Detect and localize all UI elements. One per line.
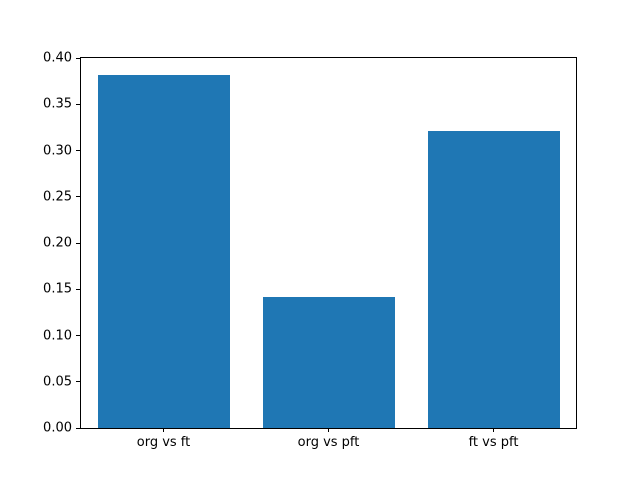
y-tick-mark — [76, 196, 80, 198]
y-tick-label: 0.30 — [43, 143, 72, 158]
y-tick-label: 0.25 — [43, 189, 72, 205]
y-tick-label: 0.35 — [43, 96, 72, 112]
plot-area — [80, 57, 577, 429]
y-tick-mark — [76, 335, 80, 336]
x-tick-mark — [493, 428, 494, 432]
x-tick-label: org vs ft — [136, 435, 191, 450]
bar-ft-vs-pft — [427, 131, 560, 428]
y-tick-label: 0.00 — [43, 420, 72, 436]
x-tick-mark — [328, 428, 329, 432]
bar-org-vs-ft — [97, 74, 230, 428]
x-tick-label: ft vs pft — [468, 435, 519, 450]
y-tick-mark — [76, 242, 80, 244]
y-tick-label: 0.10 — [43, 328, 72, 343]
y-tick-label: 0.40 — [43, 50, 72, 66]
y-tick-label: 0.05 — [43, 374, 72, 390]
x-tick-label: org vs pft — [297, 435, 360, 450]
x-tick-mark — [163, 428, 164, 432]
y-tick-mark — [76, 427, 80, 429]
y-tick-mark — [76, 381, 80, 383]
y-tick-label: 0.15 — [43, 281, 72, 297]
y-tick-mark — [76, 288, 80, 290]
y-tick-mark — [76, 57, 80, 59]
y-tick-mark — [76, 103, 80, 105]
bar-org-vs-pft — [262, 296, 395, 428]
y-tick-mark — [76, 150, 80, 151]
y-tick-label: 0.20 — [43, 235, 72, 251]
